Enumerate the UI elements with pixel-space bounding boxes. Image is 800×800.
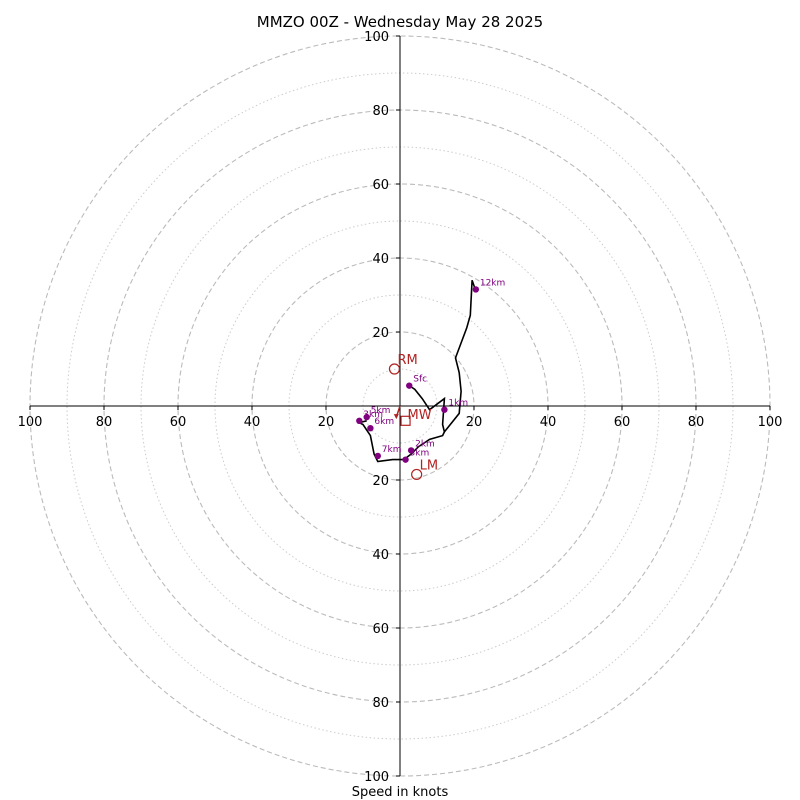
- storm-label-lm: LM: [420, 458, 438, 473]
- storm-marker-rm: [388, 363, 401, 375]
- x-tick-label-3: 40: [244, 415, 261, 430]
- x-tick-label-9: 100: [758, 415, 783, 430]
- x-tick-label-1: 80: [96, 415, 113, 430]
- y-tick-label-1: 80: [372, 104, 389, 119]
- wind-trace: [357, 279, 477, 463]
- storm-label-rm: RM: [397, 353, 417, 368]
- height-marker-label-6: 5km: [371, 406, 391, 416]
- storm-motion-markers: RM LM MW: [388, 353, 438, 481]
- height-marker-label-8: 12km: [480, 278, 505, 288]
- chart-title: MMZO 00Z - Wednesday May 28 2025: [257, 13, 543, 31]
- height-marker-dot-8: [472, 286, 480, 293]
- height-marker-dot-6: [363, 413, 370, 421]
- height-marker-dot-5: [367, 425, 374, 432]
- y-tick-label-4: 20: [372, 326, 389, 341]
- y-tick-label-0: 100: [364, 30, 389, 45]
- height-marker-dot-3: [402, 456, 409, 463]
- x-tick-label-0: 100: [18, 415, 43, 430]
- storm-vector-head: [393, 414, 399, 420]
- height-marker-dot-2: [407, 447, 415, 454]
- y-tick-label-7: 60: [372, 622, 389, 637]
- height-marker-label-2: 2km: [415, 439, 435, 449]
- height-marker-label-0: Sfc: [413, 375, 427, 385]
- x-tick-label-5: 20: [466, 415, 483, 430]
- wind-trace-upper: [408, 279, 477, 434]
- y-tick-label-9: 100: [364, 770, 389, 785]
- y-tick-label-2: 60: [372, 178, 389, 193]
- x-tick-label-2: 60: [170, 415, 187, 430]
- height-marker-dot-1: [441, 406, 448, 413]
- x-tick-label-4: 20: [318, 415, 335, 430]
- y-tick-label-5: 20: [372, 474, 389, 489]
- height-marker-label-4: 7km: [382, 445, 402, 455]
- height-marker-dot-7: [356, 417, 363, 424]
- storm-marker-lm: [411, 468, 423, 481]
- y-tick-label-3: 40: [372, 252, 389, 267]
- wind-trace-lower: [357, 420, 446, 463]
- height-marker-label-1: 1km: [448, 399, 468, 409]
- storm-label-mw: MW: [408, 408, 432, 423]
- height-marker-label-7: 3km: [363, 410, 383, 420]
- x-tick-label-7: 60: [614, 415, 631, 430]
- height-marker-label-3: 3km: [410, 449, 430, 459]
- y-tick-label-6: 40: [372, 548, 389, 563]
- x-tick-label-8: 80: [688, 415, 705, 430]
- height-marker-dot-0: [406, 382, 413, 389]
- storm-marker-mw: [400, 415, 411, 426]
- x-tick-label-6: 40: [540, 415, 557, 430]
- y-tick-label-8: 80: [372, 696, 389, 711]
- tick-labels: 100 80 60 40 20 20 40 60 80 100 100 80 60 40 20 20 40 60 8…: [18, 30, 783, 785]
- x-axis-label: Speed in knots: [352, 785, 449, 800]
- height-marker-dot-4: [374, 452, 381, 460]
- height-marker-label-5: 6km: [374, 417, 394, 427]
